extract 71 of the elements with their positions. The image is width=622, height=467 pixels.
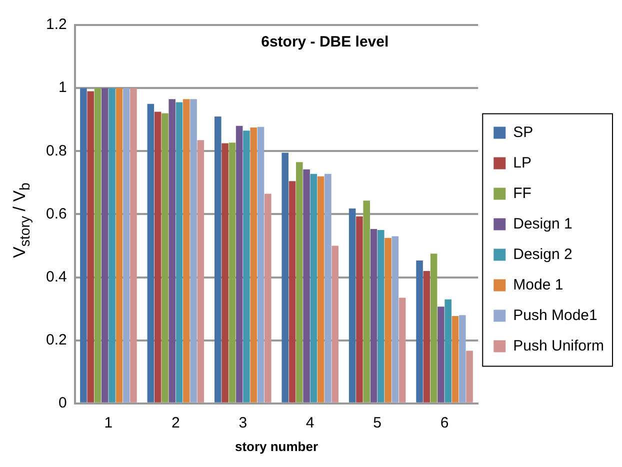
bar — [154, 112, 162, 402]
bar — [438, 306, 444, 402]
bar — [236, 126, 243, 402]
bar — [317, 176, 324, 402]
bar — [80, 88, 87, 402]
bar — [264, 194, 272, 402]
bar — [222, 143, 228, 402]
y-tick-label: 1.2 — [46, 16, 67, 34]
bar — [87, 91, 94, 402]
bar — [430, 254, 438, 402]
x-tick-label: 3 — [238, 414, 248, 432]
bar — [130, 88, 137, 402]
bar — [416, 260, 423, 402]
y-tick-label: 0.6 — [46, 205, 67, 222]
bar — [94, 88, 102, 402]
bar — [303, 169, 310, 402]
bar — [458, 315, 466, 402]
bar — [288, 181, 296, 402]
bar — [182, 99, 190, 402]
bar — [116, 88, 123, 402]
legend-label: Push Mode1 — [513, 306, 598, 324]
y-tick-label: 0.2 — [46, 331, 67, 348]
x-tick-label: 5 — [373, 414, 382, 432]
bar — [147, 104, 154, 402]
legend-label: Push Uniform — [513, 337, 604, 354]
bar — [398, 298, 406, 402]
bar — [444, 299, 452, 402]
y-tick-label: 1 — [58, 79, 67, 96]
legend-label: SP — [513, 124, 534, 141]
bar — [176, 102, 183, 402]
x-tick-label: 4 — [306, 414, 314, 432]
bar — [197, 140, 204, 402]
bar — [377, 230, 384, 402]
x-tick-label: 6 — [440, 414, 449, 432]
bar — [257, 126, 264, 402]
bar — [370, 229, 378, 402]
bar — [228, 142, 236, 402]
y-tick-label: 0 — [58, 394, 67, 412]
legend-label: FF — [513, 184, 532, 202]
bar — [214, 116, 222, 402]
legend-label: Mode 1 — [513, 276, 564, 294]
bar — [122, 88, 130, 402]
bar — [168, 99, 176, 402]
bar — [310, 174, 318, 402]
x-tick-label: 2 — [172, 414, 180, 432]
x-tick-label: 1 — [104, 414, 113, 432]
bar — [363, 200, 370, 402]
bar — [452, 316, 459, 402]
bar — [282, 152, 288, 402]
y-tick-label: 0.4 — [46, 268, 67, 286]
bar — [190, 99, 197, 402]
bar — [423, 270, 430, 402]
bar — [356, 216, 363, 402]
bar — [296, 162, 303, 402]
bar — [348, 208, 356, 402]
bar — [162, 113, 168, 402]
bar — [101, 88, 108, 402]
bar — [332, 246, 338, 402]
bar — [250, 127, 257, 402]
legend-label: Design 2 — [513, 246, 572, 263]
bar — [108, 88, 116, 402]
bar — [324, 174, 332, 402]
legend-label: Design 1 — [513, 215, 572, 232]
bar — [466, 350, 473, 402]
bar — [392, 236, 399, 402]
bar — [243, 130, 250, 402]
text: 6story - DBE level — [261, 34, 389, 51]
y-tick-label: 0.8 — [46, 142, 67, 160]
legend-label: LP — [513, 154, 532, 172]
bar — [384, 238, 392, 402]
x-axis-title: story number — [234, 438, 318, 454]
